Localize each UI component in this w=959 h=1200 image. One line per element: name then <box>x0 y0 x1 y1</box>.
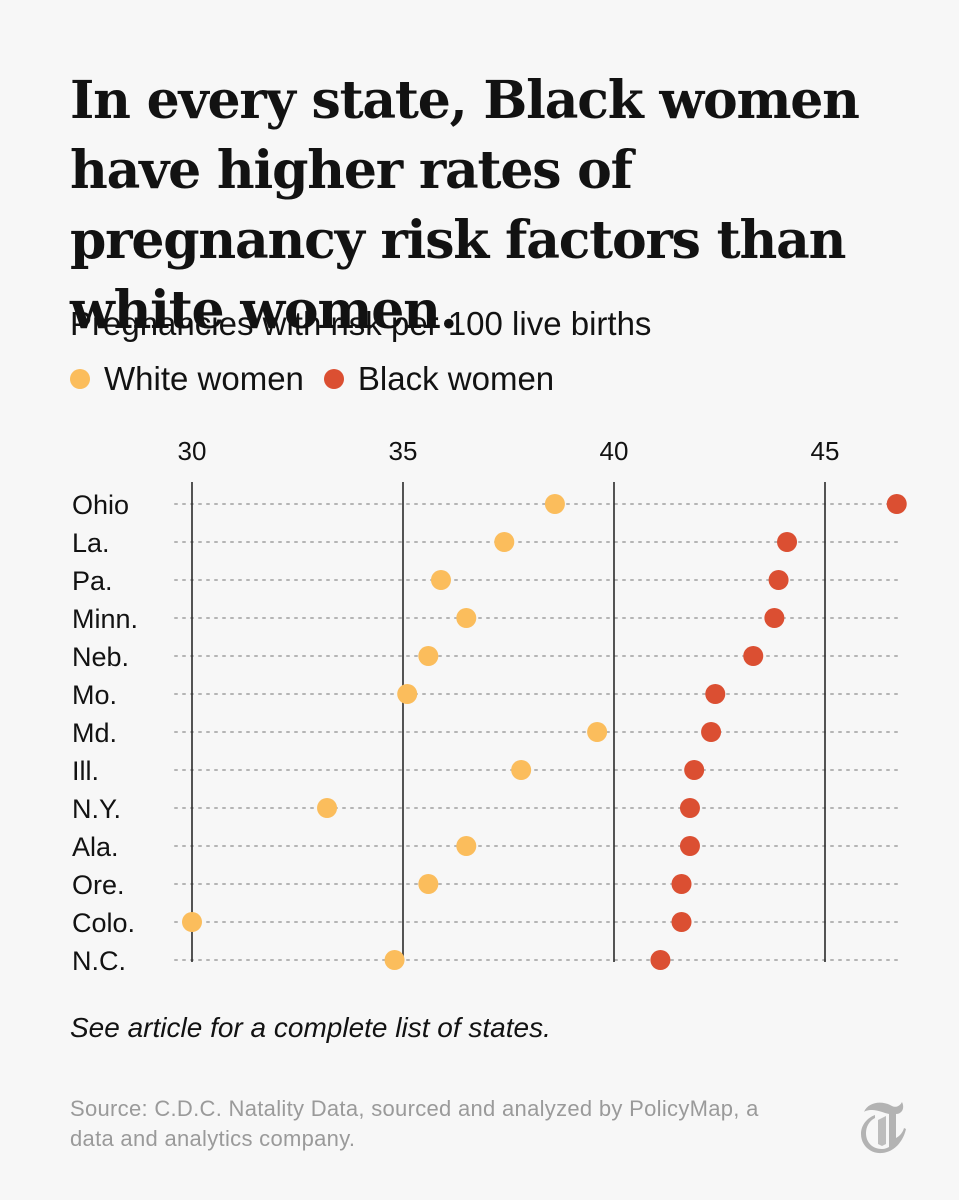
legend-dot-white <box>70 369 90 389</box>
white-women-point <box>317 798 338 818</box>
x-tick-label: 45 <box>811 436 840 466</box>
black-women-point <box>671 912 692 932</box>
footnote: See article for a complete list of state… <box>70 1012 551 1043</box>
source-note: Source: C.D.C. Natality Data, sourced an… <box>70 1096 759 1151</box>
state-label: Neb. <box>72 642 129 672</box>
black-women-point <box>679 836 700 856</box>
black-women-point <box>777 532 798 552</box>
legend-label-black: Black women <box>357 360 555 397</box>
white-women-point <box>418 874 439 894</box>
state-label: Colo. <box>72 908 135 938</box>
chart-title: In every state, Black women have higher … <box>70 70 860 341</box>
white-women-point <box>456 836 477 856</box>
black-women-point <box>705 684 726 704</box>
white-women-point <box>384 950 405 970</box>
white-women-point <box>430 570 451 590</box>
black-women-point <box>743 646 764 666</box>
black-women-point <box>650 950 671 970</box>
legend-item-black: Black women <box>323 360 555 398</box>
black-women-point <box>671 874 692 894</box>
black-women-point <box>684 760 705 780</box>
state-label: N.Y. <box>72 794 121 824</box>
legend-dot-black <box>323 369 344 389</box>
state-label: Mo. <box>72 680 117 710</box>
white-women-point <box>494 532 515 552</box>
white-women-point <box>182 912 202 932</box>
white-women-point <box>544 494 565 514</box>
white-women-point <box>456 608 477 628</box>
legend: White women Black women <box>70 360 574 398</box>
white-women-point <box>418 646 439 666</box>
state-label: La. <box>72 528 110 558</box>
state-label: N.C. <box>72 946 126 976</box>
state-label: Minn. <box>72 604 138 634</box>
legend-item-white: White women <box>70 360 304 398</box>
state-label: Md. <box>72 718 117 748</box>
legend-label-white: White women <box>104 360 304 397</box>
state-label: Ohio <box>72 490 129 520</box>
white-women-point <box>587 722 608 742</box>
nyt-logo-icon <box>861 1102 906 1154</box>
black-women-point <box>679 798 700 818</box>
x-tick-label: 40 <box>600 436 629 466</box>
chart-subtitle: Pregnancies with risk per 100 live birth… <box>70 305 652 342</box>
white-women-point <box>511 760 532 780</box>
black-women-point <box>768 570 789 590</box>
state-label: Pa. <box>72 566 113 596</box>
x-tick-label: 35 <box>389 436 418 466</box>
black-women-point <box>764 608 785 628</box>
white-women-point <box>397 684 418 704</box>
state-label: Ill. <box>72 756 99 786</box>
black-women-point <box>701 722 722 742</box>
state-label: Ore. <box>72 870 125 900</box>
dot-plot: 30 35 40 45 Ohio La. Pa. Minn. Neb. Mo. Md. Ill. N.Y… <box>72 436 907 976</box>
black-women-point <box>886 494 907 514</box>
state-label: Ala. <box>72 832 119 862</box>
x-tick-label: 30 <box>178 436 207 466</box>
